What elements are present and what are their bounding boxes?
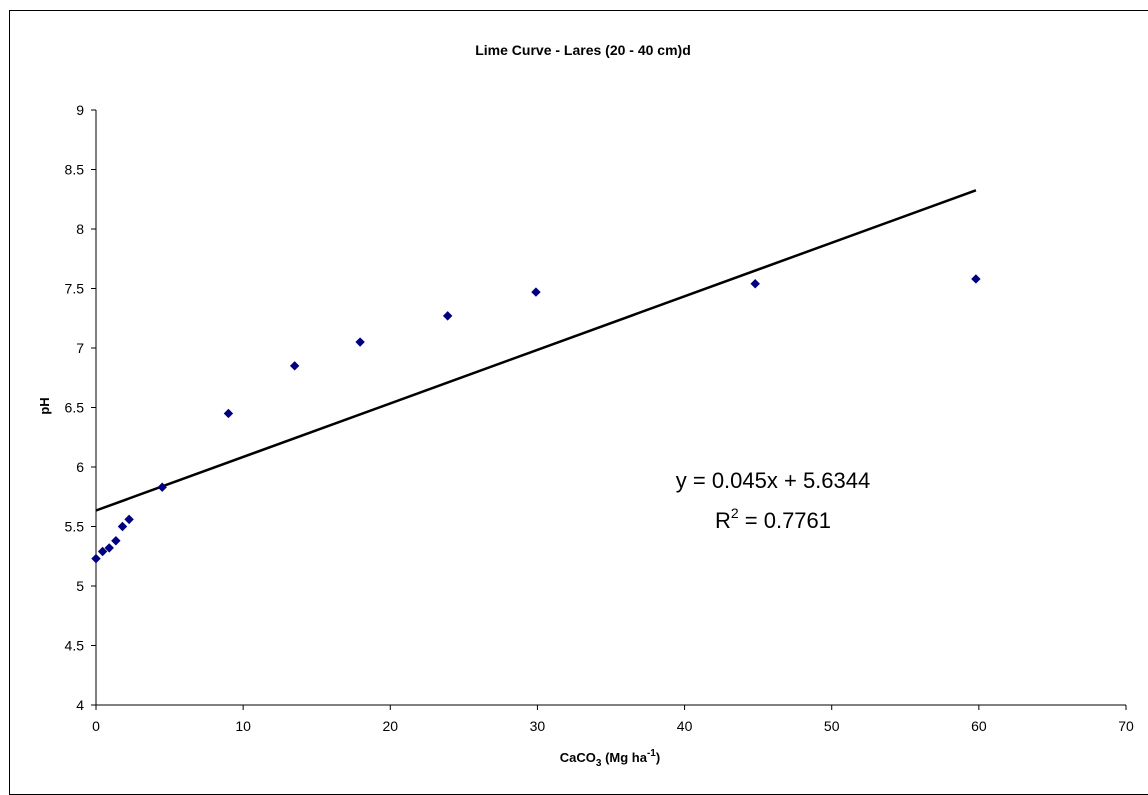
data-point bbox=[289, 361, 300, 371]
chart-title: Lime Curve - Lares (20 - 40 cm)d bbox=[475, 42, 691, 58]
data-point bbox=[97, 546, 108, 557]
y-axis: 4 4.5 5 5.5 6 6.5 7 7.5 8 8.5 9 bbox=[65, 102, 97, 713]
y-tick-label: 6.5 bbox=[65, 400, 85, 416]
data-point bbox=[124, 514, 134, 525]
x-tick-label: 30 bbox=[530, 718, 546, 734]
x-axis: 0 10 20 30 40 50 60 70 bbox=[92, 704, 1134, 734]
x-axis-label: CaCO3 (Mg ha-1) bbox=[560, 748, 660, 769]
x-tick-label: 20 bbox=[382, 718, 398, 734]
data-points bbox=[91, 274, 981, 564]
x-tick-label: 40 bbox=[677, 718, 693, 734]
x-tick-label: 0 bbox=[92, 718, 100, 734]
trendline-equation: y = 0.045x + 5.6344 bbox=[676, 468, 871, 493]
data-point bbox=[442, 311, 453, 321]
trendline-group bbox=[95, 189, 977, 512]
y-axis-label: pH bbox=[37, 397, 52, 414]
data-point bbox=[117, 521, 128, 532]
y-tick-label: 5.5 bbox=[65, 519, 85, 535]
y-tick-label: 6 bbox=[76, 459, 84, 475]
x-tick-label: 10 bbox=[235, 718, 251, 734]
data-point bbox=[111, 536, 121, 546]
data-point bbox=[531, 287, 541, 297]
data-point bbox=[104, 543, 114, 553]
data-point bbox=[223, 408, 234, 419]
y-tick-label: 7.5 bbox=[65, 281, 85, 297]
data-point bbox=[91, 553, 101, 564]
r-squared-label: R2 = 0.7761 bbox=[715, 505, 831, 533]
data-point bbox=[157, 482, 167, 492]
y-tick-label: 7 bbox=[76, 340, 84, 356]
x-tick-label: 50 bbox=[824, 718, 840, 734]
data-point bbox=[750, 279, 760, 289]
y-tick-label: 4.5 bbox=[65, 638, 85, 654]
y-tick-label: 8 bbox=[76, 221, 84, 237]
y-tick-label: 4 bbox=[76, 697, 84, 713]
x-tick-label: 70 bbox=[1118, 718, 1134, 734]
x-tick-label: 60 bbox=[971, 718, 987, 734]
y-tick-label: 5 bbox=[76, 578, 84, 594]
linear-trendline bbox=[95, 189, 977, 512]
y-tick-label: 9 bbox=[76, 102, 84, 118]
chart-frame bbox=[9, 10, 1148, 795]
data-point bbox=[355, 337, 365, 347]
y-tick-label: 8.5 bbox=[65, 162, 85, 178]
data-point bbox=[971, 274, 981, 284]
